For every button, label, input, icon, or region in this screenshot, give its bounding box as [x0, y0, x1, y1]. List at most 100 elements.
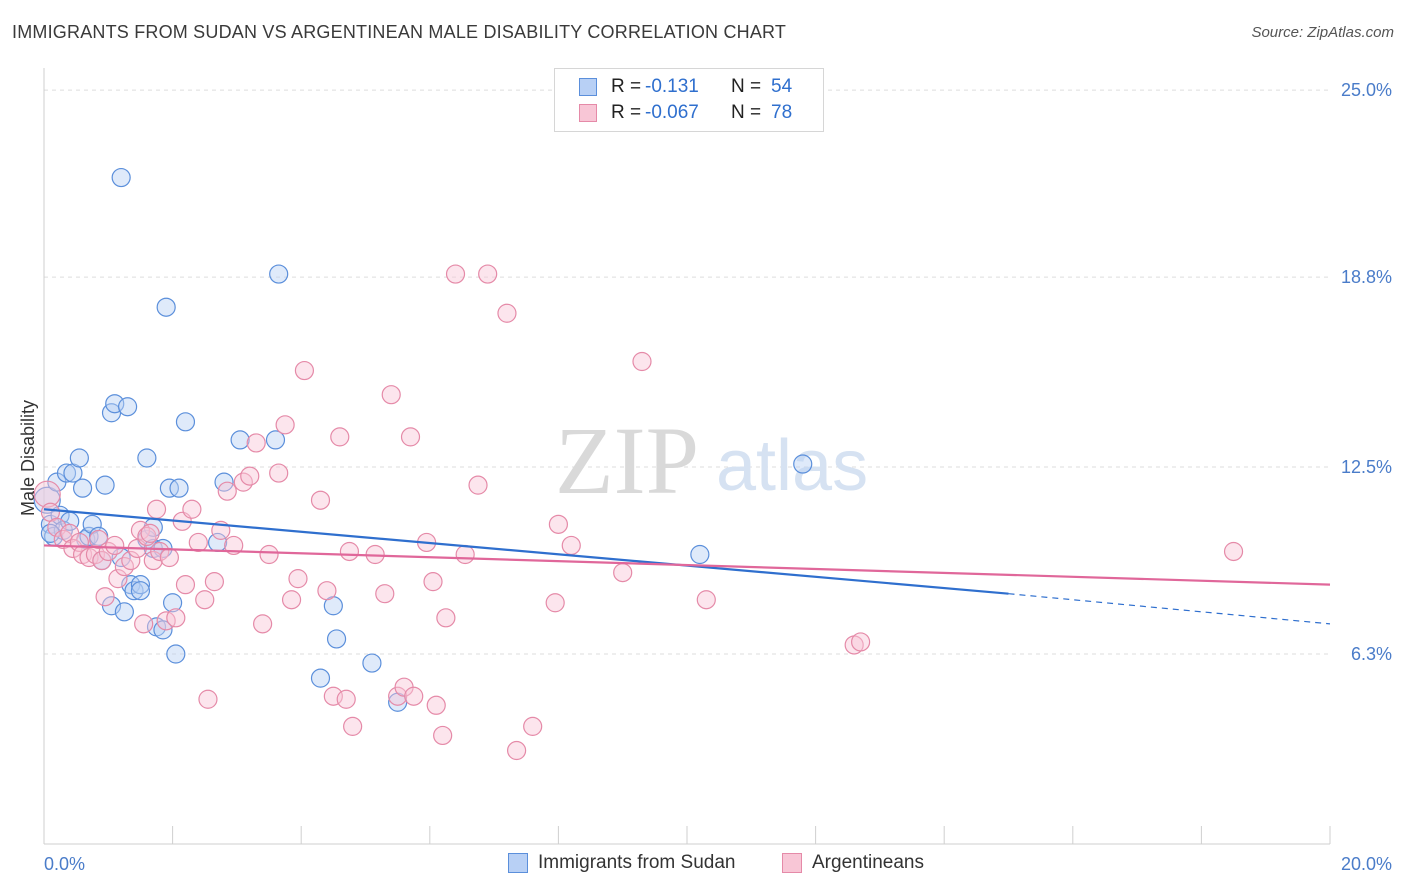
argentineans-point-38: [224, 535, 244, 556]
sudan-trend-line: [43, 508, 1009, 595]
sudan-point-21: [114, 602, 134, 622]
r-label: R =: [611, 76, 642, 97]
sudan-point-39: [175, 412, 196, 432]
argentineans-point-32: [188, 532, 208, 553]
argentineans-point-68: [445, 264, 466, 284]
sudan-point-45: [269, 264, 289, 284]
argentineans-point-70: [468, 475, 488, 495]
sudan-point-0: [33, 486, 61, 514]
sudan-point-25: [130, 575, 151, 595]
x-tick-label-min: 0.0%: [44, 854, 85, 874]
sudan-point-51: [690, 544, 710, 565]
argentineans-point-74: [523, 716, 543, 736]
argentineans-point-66: [433, 725, 453, 746]
sudan-point-22: [117, 397, 138, 417]
sudan-point-36: [163, 593, 183, 613]
argentineans-point-73: [507, 740, 527, 761]
legend-label-sudan: Immigrants from Sudan: [538, 852, 736, 873]
y-axis-title: Male Disability: [18, 400, 38, 516]
y-tick-label-0: 6.3%: [1351, 644, 1392, 664]
argentineans-point-75: [545, 593, 565, 613]
sudan-point-37: [166, 644, 186, 664]
argentineans-point-25: [150, 541, 170, 562]
argentineans-point-64: [423, 572, 443, 592]
sudan-trend-extension: [1008, 593, 1331, 625]
argentineans-point-67: [436, 608, 456, 628]
stats-legend: R = -0.131 N = 54 R = -0.067 N = 78: [554, 68, 824, 132]
n-label: N =: [731, 76, 762, 97]
legend-item-argentineans[interactable]: Argentineans: [782, 852, 924, 874]
argentineans-point-61: [400, 427, 421, 447]
argentineans-point-65: [426, 695, 446, 715]
legend-item-sudan[interactable]: Immigrants from Sudan: [508, 852, 735, 874]
argentineans-point-42: [253, 614, 273, 634]
argentineans-point-55: [343, 716, 363, 736]
n-value: 54: [771, 76, 793, 97]
grid-layer: [44, 89, 1330, 655]
argentineans-point-20: [134, 614, 154, 634]
sudan-point-27: [137, 448, 157, 468]
sudan-point-9: [69, 448, 89, 468]
argentineans-point-34: [198, 689, 218, 709]
argentineans-point-62: [404, 686, 424, 706]
r-label: R =: [611, 102, 642, 123]
argentineans-point-44: [269, 463, 289, 483]
argentineans-point-58: [381, 385, 401, 405]
argentineans-point-28: [166, 608, 186, 628]
points-layer: [33, 167, 1244, 761]
legend-label-argentineans: Argentineans: [812, 852, 924, 873]
argentineans-point-17: [121, 550, 141, 571]
argentineans-point-54: [339, 541, 360, 562]
argentineans-point-41: [246, 433, 266, 453]
argentineans-point-49: [310, 490, 331, 510]
argentineans-point-69: [455, 544, 475, 565]
argentineans-point-53: [336, 689, 356, 709]
argentineans-point-31: [182, 499, 202, 519]
argentineans-point-57: [375, 584, 395, 604]
chart-title: IMMIGRANTS FROM SUDAN VS ARGENTINEAN MAL…: [12, 22, 787, 42]
stats-row-sudan: R = -0.131 N = 54: [579, 74, 792, 100]
sudan-point-52: [793, 454, 813, 474]
watermark-zip: ZIP: [555, 407, 699, 514]
trend-layer: [43, 508, 1331, 625]
argentineans-point-78: [613, 562, 633, 583]
sudan-point-6: [56, 463, 77, 483]
argentineans-legend-swatch: [782, 853, 802, 873]
argentineans-point-15: [108, 569, 128, 589]
argentineans-point-83: [1223, 541, 1244, 562]
sudan-point-34: [156, 297, 176, 317]
sudan-point-16: [95, 475, 115, 495]
argentineans-point-50: [317, 581, 337, 601]
argentineans-point-14: [105, 535, 125, 556]
x-tick-label-max: 20.0%: [1341, 854, 1392, 874]
sudan-point-43: [230, 430, 250, 450]
sudan-point-26: [130, 581, 151, 601]
argentineans-point-35: [204, 572, 224, 592]
argentineans-point-77: [561, 535, 581, 556]
argentineans-point-80: [696, 590, 716, 610]
argentineans-point-21: [137, 526, 157, 547]
argentineans-trend-line: [43, 544, 1331, 586]
argentineans-point-46: [281, 590, 302, 610]
argentineans-point-82: [851, 632, 871, 652]
watermark-atlas: atlas: [716, 426, 868, 506]
axes-layer: [43, 68, 1331, 845]
argentineans-point-72: [497, 303, 517, 323]
sudan-point-40: [111, 167, 131, 188]
argentineans-point-40: [240, 466, 260, 486]
n-label: N =: [731, 102, 762, 123]
argentineans-point-27: [159, 547, 179, 568]
y-tick-label-1: 12.5%: [1341, 457, 1392, 477]
argentineans-point-76: [548, 514, 569, 534]
argentineans-point-52: [330, 427, 350, 447]
sudan-point-44: [265, 430, 286, 450]
series-legend: Immigrants from Sudan Argentineans: [0, 852, 1406, 878]
argentineans-point-47: [288, 569, 308, 589]
chart-source: Source: ZipAtlas.com: [1251, 24, 1394, 41]
sudan-point-49: [362, 653, 382, 673]
argentineans-point-24: [146, 499, 167, 519]
n-value: 78: [771, 102, 793, 123]
argentineans-swatch: [579, 104, 597, 122]
sudan-swatch: [579, 78, 597, 96]
argentineans-point-37: [217, 481, 237, 501]
